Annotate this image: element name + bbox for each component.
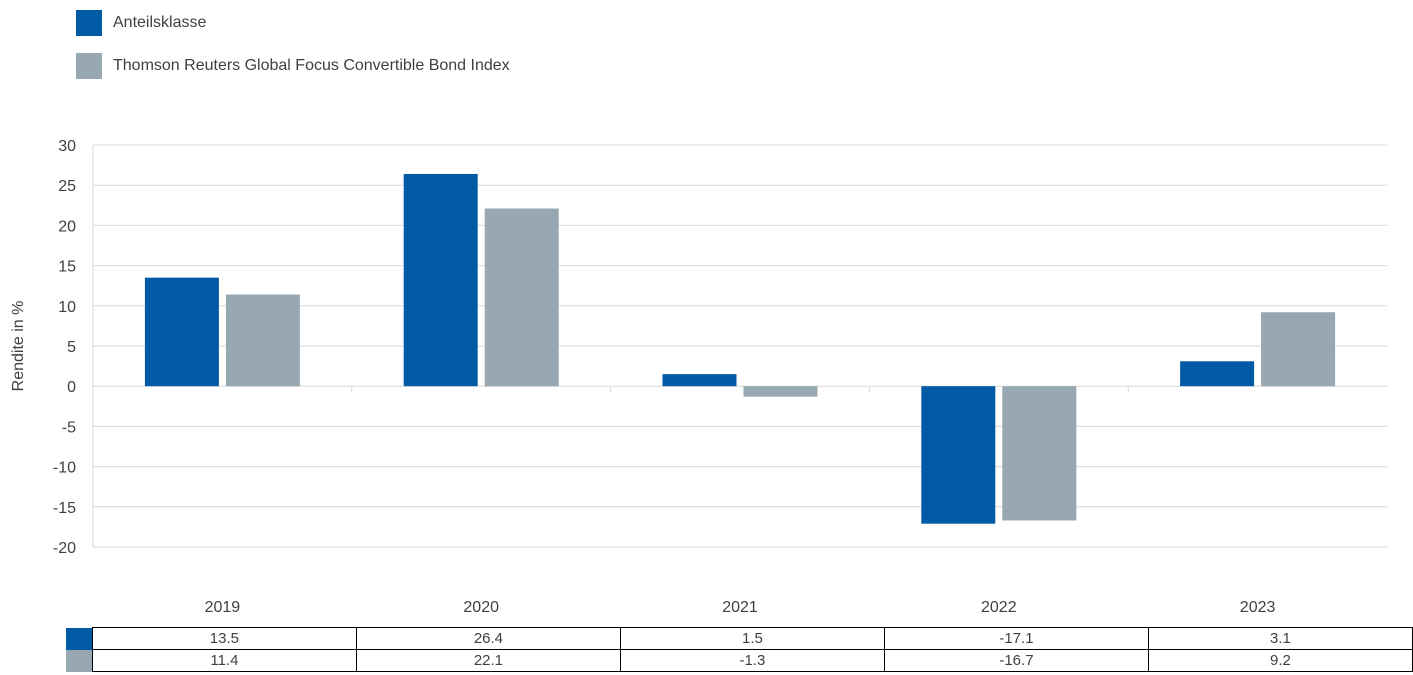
legend-item-anteilsklasse: Anteilsklasse [76, 8, 510, 38]
x-category-label: 2020 [463, 599, 499, 616]
table-cell: 22.1 [355, 649, 621, 672]
legend-label-anteilsklasse: Anteilsklasse [113, 14, 207, 31]
bar [921, 386, 996, 524]
x-category-label: 2023 [1240, 599, 1276, 616]
table-cell: -1.3 [619, 649, 885, 672]
bar [484, 208, 559, 387]
y-axis-title: Rendite in % [10, 301, 27, 392]
bar [662, 374, 737, 387]
table-key-index [66, 649, 93, 672]
y-tick-label: 20 [58, 218, 76, 235]
value-table: 13.5 26.4 1.5 -17.1 3.1 11.4 22.1 -1.3 -… [66, 627, 1413, 672]
table-row-index: 11.4 22.1 -1.3 -16.7 9.2 [66, 649, 1413, 672]
table-cell: -16.7 [883, 649, 1149, 672]
y-tick-label: -15 [53, 500, 76, 517]
table-cell: 11.4 [91, 649, 357, 672]
y-tick-label: -20 [53, 540, 76, 557]
y-tick-label: -10 [53, 460, 76, 477]
legend-swatch-index [76, 53, 102, 79]
table-cell: 1.5 [619, 627, 885, 650]
bar [225, 294, 300, 387]
legend-swatch-anteilsklasse [76, 10, 102, 36]
legend-label-index: Thomson Reuters Global Focus Convertible… [113, 57, 510, 74]
legend-item-index: Thomson Reuters Global Focus Convertible… [76, 51, 510, 81]
bar [1002, 386, 1077, 521]
bar [144, 277, 219, 387]
bar-chart: 30 25 20 15 10 5 0 -5 -10 -15 -20 2019 2020 2021 2022 2… [10, 138, 1387, 616]
table-cell: 9.2 [1147, 649, 1413, 672]
x-category-label: 2019 [205, 599, 241, 616]
legend: Anteilsklasse Thomson Reuters Global Foc… [76, 8, 510, 94]
bar [1180, 361, 1255, 387]
y-tick-label: 10 [58, 299, 76, 316]
table-cell: 26.4 [355, 627, 621, 650]
table-cell: -17.1 [883, 627, 1149, 650]
table-key-anteilsklasse [66, 627, 93, 650]
y-tick-label: 15 [58, 259, 76, 276]
table-row-anteilsklasse: 13.5 26.4 1.5 -17.1 3.1 [66, 627, 1413, 650]
y-tick-label: 30 [58, 138, 76, 155]
bar [743, 386, 818, 397]
y-tick-label: 5 [67, 339, 76, 356]
bar [1261, 312, 1336, 387]
x-category-label: 2022 [981, 599, 1017, 616]
table-cell: 13.5 [91, 627, 357, 650]
bar [403, 173, 478, 387]
y-tick-label: -5 [62, 419, 76, 436]
y-tick-label: 25 [58, 178, 76, 195]
y-tick-label: 0 [67, 379, 76, 396]
x-category-label: 2021 [722, 599, 758, 616]
table-cell: 3.1 [1147, 627, 1413, 650]
